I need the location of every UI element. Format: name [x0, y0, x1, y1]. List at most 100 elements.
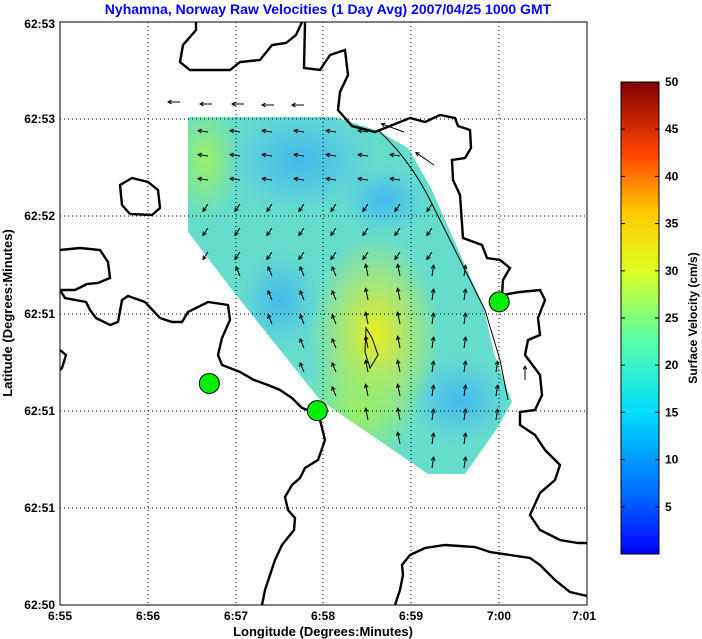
velocity-vector-head: [430, 264, 436, 270]
velocity-vector-head: [389, 176, 395, 182]
velocity-vector-head: [430, 312, 436, 318]
y-tick-label: 62:50: [24, 598, 55, 612]
velocity-vector-head: [298, 207, 303, 213]
velocity-vector-head: [198, 101, 204, 107]
velocity-vector: [294, 178, 305, 181]
velocity-vector: [463, 361, 467, 373]
colorbar-tick-label: 10: [665, 453, 679, 467]
velocity-vector: [331, 386, 337, 397]
velocity-vector: [234, 203, 241, 212]
velocity-vector-head: [430, 456, 436, 462]
velocity-vector-head: [395, 287, 401, 293]
velocity-vector: [262, 178, 273, 181]
x-tick-label: 6:55: [48, 609, 72, 623]
velocity-vector: [330, 203, 337, 212]
y-tick-label: 62:53: [24, 17, 55, 31]
velocity-vector: [397, 264, 401, 277]
velocity-vector: [202, 203, 209, 212]
velocity-vector: [267, 266, 273, 277]
plot-area: [59, 21, 588, 606]
velocity-vector-head: [299, 361, 304, 367]
velocity-vector: [299, 266, 305, 277]
velocity-vector: [365, 288, 369, 301]
velocity-vector: [381, 123, 405, 133]
velocity-vector-head: [261, 128, 267, 134]
velocity-vector: [298, 227, 305, 236]
y-axis-label: Latitude (Degrees:Minutes): [0, 229, 15, 397]
velocity-vector-head: [330, 207, 335, 213]
velocity-vector-head: [325, 128, 331, 134]
velocity-vector: [266, 251, 273, 260]
velocity-vector: [234, 251, 241, 260]
velocity-vector: [230, 178, 241, 181]
colorbar-tick-label: 20: [665, 358, 679, 372]
velocity-vector: [431, 361, 435, 373]
velocity-vector: [266, 227, 273, 236]
velocity-vector: [330, 251, 337, 260]
velocity-vector-head: [426, 231, 431, 237]
y-axis: 62:50 62:51 62:51 62:51 62:52 62:53 62:5…: [0, 17, 55, 612]
colorbar-tick-label: 30: [665, 264, 679, 278]
velocity-vector: [415, 152, 435, 166]
velocity-vector: [431, 433, 435, 445]
velocity-vector-head: [394, 207, 399, 213]
velocity-vector-head: [267, 313, 272, 319]
velocity-vector: [362, 203, 369, 212]
velocity-vector-head: [363, 383, 369, 389]
velocity-vector-head: [293, 176, 299, 182]
velocity-vector: [299, 362, 305, 373]
colorbar-tick-label: 5: [665, 500, 672, 514]
velocity-vector: [463, 457, 467, 469]
velocity-vector-head: [395, 335, 401, 341]
velocity-vector-head: [363, 407, 369, 413]
velocity-vector-head: [462, 264, 468, 270]
velocity-vector: [426, 251, 433, 260]
velocity-vector-head: [362, 207, 367, 213]
velocity-vector: [267, 290, 273, 301]
velocity-vector: [397, 432, 401, 445]
velocity-vector-head: [293, 128, 299, 134]
velocity-vector: [431, 289, 435, 301]
velocity-vector: [294, 154, 305, 157]
velocity-vector-head: [363, 359, 369, 365]
velocity-vector-head: [266, 231, 271, 237]
velocity-vector: [495, 385, 499, 397]
velocity-vector-head: [426, 255, 431, 261]
velocity-vector-head: [325, 176, 331, 182]
velocity-vector: [358, 130, 369, 133]
velocity-vector: [365, 360, 369, 373]
y-tick-label: 62:52: [24, 209, 55, 223]
velocity-vector-head: [362, 231, 367, 237]
velocity-vector-head: [395, 383, 401, 389]
velocity-vector: [365, 336, 369, 349]
velocity-vector: [230, 130, 241, 133]
velocity-vector: [262, 154, 273, 157]
velocity-vector: [330, 227, 337, 236]
velocity-vector: [202, 251, 209, 260]
colorbar-tick-label: 50: [665, 75, 679, 89]
velocity-vector: [397, 312, 401, 325]
velocity-vector: [431, 409, 435, 421]
velocity-vector: [331, 362, 337, 373]
velocity-vector: [463, 385, 467, 397]
velocity-vector-head: [462, 408, 468, 414]
velocity-vector-head: [229, 152, 235, 158]
velocity-vector-head: [325, 152, 331, 158]
velocity-vector: [331, 266, 337, 277]
velocity-vector: [397, 384, 401, 397]
velocity-vector: [397, 288, 401, 301]
velocity-vector-head: [430, 360, 436, 366]
velocity-vector: [358, 154, 369, 157]
velocity-vector: [495, 361, 499, 373]
velocity-vector-head: [462, 312, 468, 318]
velocity-vector: [397, 408, 401, 421]
velocity-vector-head: [462, 384, 468, 390]
velocity-vector: [299, 314, 305, 325]
x-tick-label: 7:00: [487, 609, 511, 623]
velocity-vector: [234, 227, 241, 236]
velocity-vector: [294, 130, 305, 133]
velocity-vector: [397, 336, 401, 349]
velocity-vector: [235, 266, 241, 277]
velocity-vector-head: [261, 152, 267, 158]
